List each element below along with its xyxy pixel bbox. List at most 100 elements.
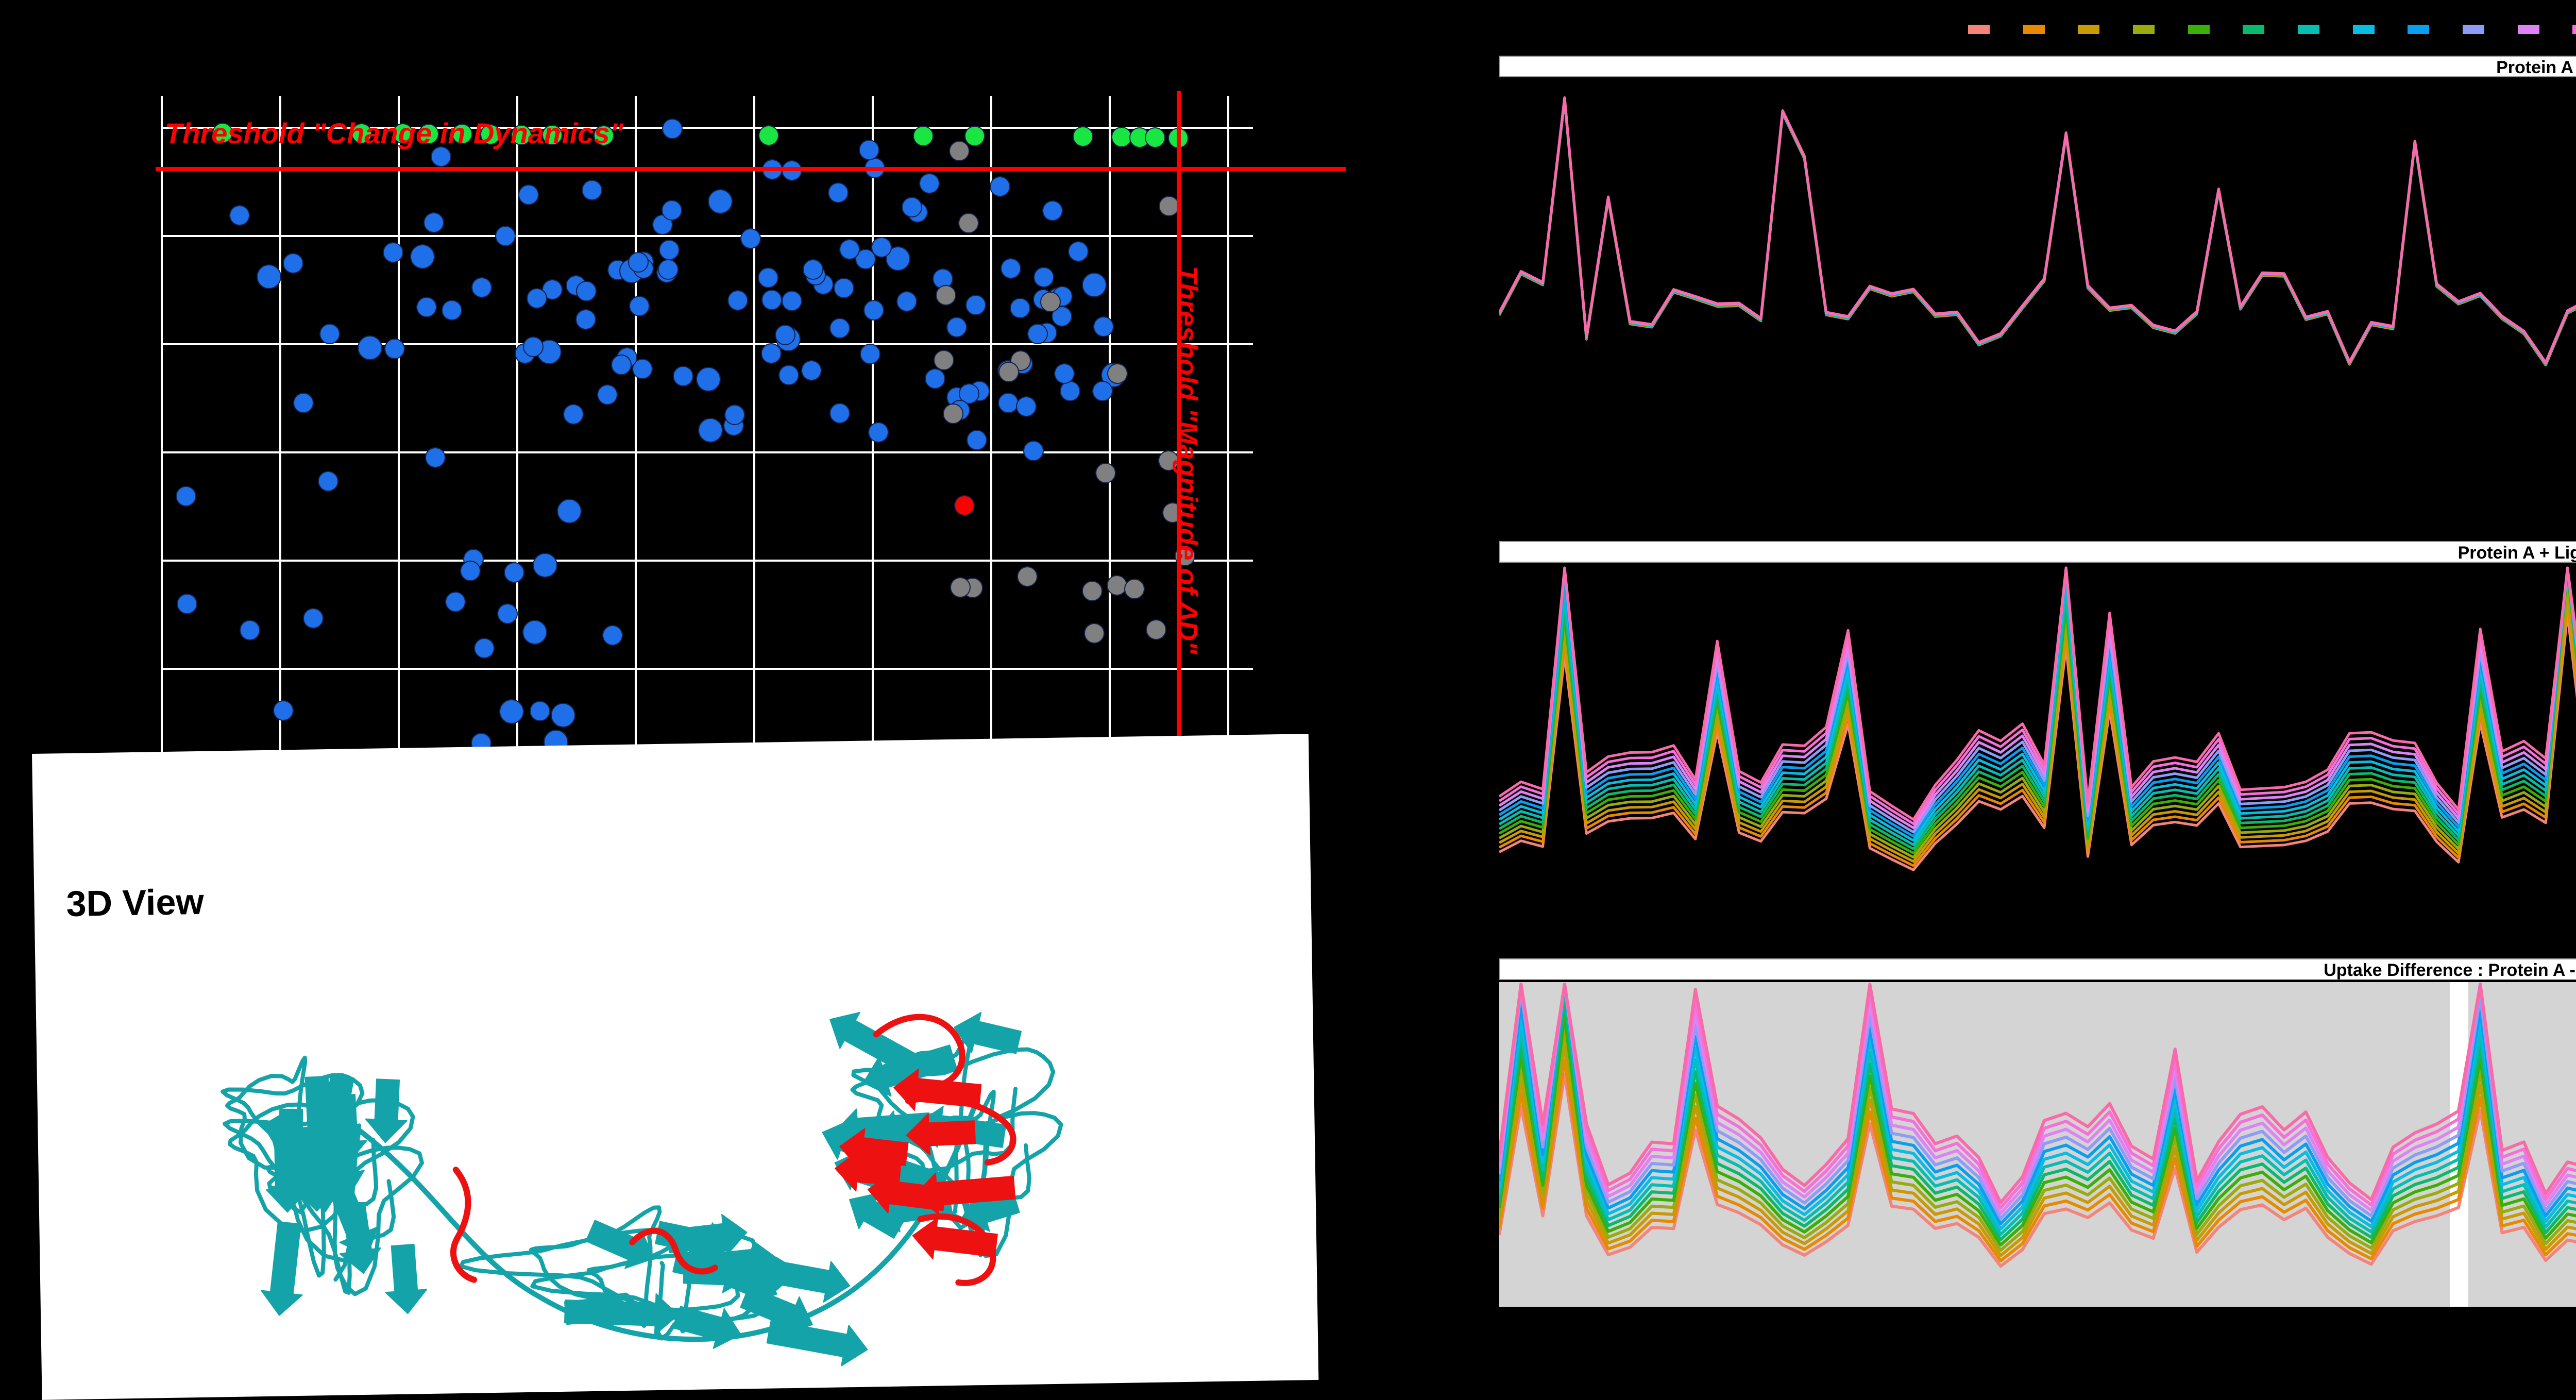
volcano-data-point[interactable] bbox=[1145, 127, 1165, 148]
volcano-data-point[interactable] bbox=[1124, 578, 1145, 599]
volcano-data-point[interactable] bbox=[946, 316, 968, 338]
volcano-data-point[interactable] bbox=[557, 498, 582, 524]
volcano-data-point[interactable] bbox=[919, 173, 940, 194]
volcano-data-point[interactable] bbox=[1015, 396, 1037, 417]
volcano-data-point[interactable] bbox=[868, 422, 889, 443]
volcano-data-point[interactable] bbox=[966, 429, 987, 450]
volcano-data-point[interactable] bbox=[602, 625, 623, 646]
volcano-data-point[interactable] bbox=[473, 637, 495, 659]
volcano-data-point[interactable] bbox=[229, 205, 250, 226]
volcano-data-point[interactable] bbox=[1073, 126, 1093, 147]
volcano-data-point[interactable] bbox=[410, 244, 435, 269]
volcano-data-point[interactable] bbox=[550, 703, 575, 728]
legend-color-swatch[interactable] bbox=[2572, 25, 2576, 34]
volcano-data-point[interactable] bbox=[1084, 622, 1105, 644]
volcano-data-point[interactable] bbox=[594, 125, 614, 146]
volcano-data-point[interactable] bbox=[778, 365, 799, 386]
volcano-data-point[interactable] bbox=[441, 300, 462, 321]
volcano-data-point[interactable] bbox=[430, 146, 451, 167]
legend-color-swatch[interactable] bbox=[1968, 25, 1990, 34]
volcano-data-point[interactable] bbox=[913, 125, 934, 146]
legend-color-swatch[interactable] bbox=[2188, 25, 2210, 34]
volcano-data-point[interactable] bbox=[240, 619, 261, 640]
volcano-data-point[interactable] bbox=[934, 350, 955, 371]
volcano-data-point[interactable] bbox=[724, 404, 745, 426]
protein-ribbon-structure[interactable] bbox=[91, 905, 1263, 1387]
volcano-data-point[interactable] bbox=[1081, 580, 1103, 601]
volcano-data-point[interactable] bbox=[860, 343, 881, 364]
volcano-data-point[interactable] bbox=[954, 495, 975, 516]
volcano-data-point[interactable] bbox=[827, 182, 849, 203]
volcano-data-point[interactable] bbox=[283, 253, 304, 274]
volcano-data-point[interactable] bbox=[801, 360, 822, 381]
volcano-data-point[interactable] bbox=[802, 259, 823, 280]
volcano-data-point[interactable] bbox=[761, 289, 783, 310]
uptake-panel-protein-a-ligand[interactable]: Protein A + Ligand bbox=[1484, 541, 2576, 943]
volcano-data-point[interactable] bbox=[1040, 292, 1061, 313]
volcano-data-point[interactable] bbox=[497, 603, 518, 625]
volcano-data-point[interactable] bbox=[504, 562, 525, 583]
volcano-data-point[interactable] bbox=[293, 392, 314, 413]
legend-color-swatch[interactable] bbox=[2463, 25, 2484, 34]
volcano-data-point[interactable] bbox=[542, 125, 563, 146]
volcano-data-point[interactable] bbox=[522, 336, 544, 357]
volcano-data-point[interactable] bbox=[1145, 619, 1166, 640]
volcano-data-point[interactable] bbox=[499, 699, 524, 724]
volcano-data-point[interactable] bbox=[774, 324, 795, 345]
volcano-data-point[interactable] bbox=[998, 393, 1019, 414]
volcano-data-point[interactable] bbox=[727, 290, 749, 311]
volcano-data-point[interactable] bbox=[943, 403, 964, 424]
volcano-data-point[interactable] bbox=[273, 700, 294, 721]
volcano-data-point[interactable] bbox=[1017, 566, 1038, 587]
volcano-data-point[interactable] bbox=[708, 189, 733, 214]
trace-plot-protein-a-ligand[interactable] bbox=[1499, 566, 2576, 937]
volcano-data-point[interactable] bbox=[511, 124, 532, 145]
legend-color-swatch[interactable] bbox=[2243, 25, 2265, 34]
legend-color-swatch[interactable] bbox=[2517, 25, 2539, 34]
volcano-data-point[interactable] bbox=[1092, 380, 1113, 401]
volcano-data-point[interactable] bbox=[495, 226, 516, 247]
volcano-data-point[interactable] bbox=[661, 200, 682, 221]
volcano-data-point[interactable] bbox=[1067, 241, 1089, 262]
volcano-data-point[interactable] bbox=[871, 237, 892, 258]
volcano-data-point[interactable] bbox=[964, 126, 985, 147]
volcano-data-point[interactable] bbox=[393, 123, 413, 144]
volcano-data-point[interactable] bbox=[1107, 363, 1128, 384]
volcano-data-point[interactable] bbox=[758, 125, 779, 146]
volcano-data-point[interactable] bbox=[1093, 316, 1114, 337]
volcano-data-point[interactable] bbox=[950, 577, 971, 598]
volcano-data-point[interactable] bbox=[416, 296, 437, 317]
volcano-data-point[interactable] bbox=[902, 196, 923, 217]
trace-plot-protein-a[interactable] bbox=[1499, 80, 2576, 451]
volcano-data-point[interactable] bbox=[673, 365, 694, 386]
uptake-panel-protein-a[interactable]: Protein A bbox=[1484, 56, 2576, 458]
volcano-data-point[interactable] bbox=[829, 317, 850, 339]
volcano-data-point[interactable] bbox=[319, 323, 340, 344]
volcano-data-point[interactable] bbox=[1023, 441, 1044, 462]
legend-color-swatch[interactable] bbox=[2133, 25, 2155, 34]
volcano-data-point[interactable] bbox=[176, 593, 197, 614]
volcano-data-point[interactable] bbox=[781, 290, 802, 311]
volcano-data-point[interactable] bbox=[445, 592, 466, 613]
volcano-data-point[interactable] bbox=[418, 123, 439, 144]
volcano-data-point[interactable] bbox=[958, 213, 979, 234]
volcano-data-point[interactable] bbox=[423, 212, 444, 233]
volcano-data-point[interactable] bbox=[1000, 258, 1021, 279]
volcano-data-point[interactable] bbox=[658, 259, 679, 280]
volcano-data-point[interactable] bbox=[597, 384, 618, 406]
legend-color-swatch[interactable] bbox=[2298, 25, 2319, 34]
volcano-data-point[interactable] bbox=[176, 485, 197, 507]
volcano-data-point[interactable] bbox=[1059, 381, 1080, 402]
volcano-data-point[interactable] bbox=[858, 139, 879, 160]
volcano-data-point[interactable] bbox=[935, 285, 956, 306]
volcano-data-point[interactable] bbox=[1027, 323, 1048, 344]
volcano-data-point[interactable] bbox=[384, 338, 405, 359]
volcano-data-point[interactable] bbox=[834, 277, 855, 298]
volcano-data-point[interactable] bbox=[257, 264, 282, 290]
volcano-data-point[interactable] bbox=[1081, 273, 1107, 298]
volcano-data-point[interactable] bbox=[303, 608, 324, 629]
volcano-plot-area[interactable]: Threshold "Change in Dynamics" Threshold… bbox=[156, 91, 1346, 842]
volcano-data-point[interactable] bbox=[1158, 196, 1179, 217]
volcano-data-point[interactable] bbox=[530, 701, 551, 722]
volcano-data-point[interactable] bbox=[383, 242, 404, 263]
